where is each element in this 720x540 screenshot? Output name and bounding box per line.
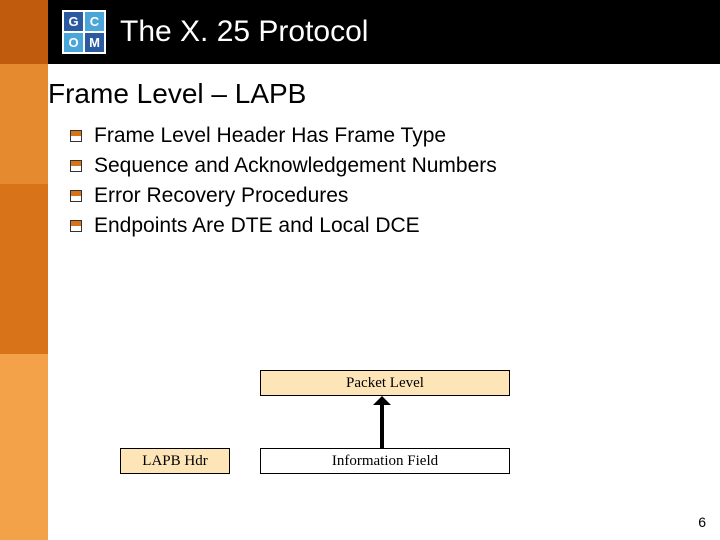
logo-cell: M bbox=[85, 33, 104, 52]
bullet-text: Error Recovery Procedures bbox=[94, 184, 348, 208]
rail-segment bbox=[0, 64, 48, 184]
arrow-up bbox=[373, 396, 391, 448]
logo: GCOM bbox=[62, 10, 106, 54]
bullet-marker-icon bbox=[70, 220, 82, 232]
logo-cell: G bbox=[64, 12, 83, 31]
bullet-text: Frame Level Header Has Frame Type bbox=[94, 124, 446, 148]
bullet-list: Frame Level Header Has Frame Type Sequenc… bbox=[70, 124, 497, 244]
logo-cell: C bbox=[85, 12, 104, 31]
diagram: Packet Level LAPB Hdr Information Field bbox=[100, 370, 620, 490]
bullet-marker-icon bbox=[70, 160, 82, 172]
left-rail bbox=[0, 0, 48, 540]
bullet-item: Endpoints Are DTE and Local DCE bbox=[70, 214, 497, 238]
box-packet-level: Packet Level bbox=[260, 370, 510, 396]
bullet-marker-icon bbox=[70, 130, 82, 142]
slide-title: The X. 25 Protocol bbox=[120, 15, 368, 49]
box-information-field: Information Field bbox=[260, 448, 510, 474]
slide-subtitle: Frame Level – LAPB bbox=[48, 78, 306, 110]
title-bar: GCOM The X. 25 Protocol bbox=[48, 0, 720, 64]
bullet-text: Endpoints Are DTE and Local DCE bbox=[94, 214, 420, 238]
bullet-text: Sequence and Acknowledgement Numbers bbox=[94, 154, 497, 178]
rail-segment bbox=[0, 184, 48, 354]
rail-segment bbox=[0, 0, 48, 64]
bullet-item: Frame Level Header Has Frame Type bbox=[70, 124, 497, 148]
rail-segment bbox=[0, 354, 48, 540]
page-number: 6 bbox=[698, 514, 706, 530]
bullet-marker-icon bbox=[70, 190, 82, 202]
bullet-item: Sequence and Acknowledgement Numbers bbox=[70, 154, 497, 178]
bullet-item: Error Recovery Procedures bbox=[70, 184, 497, 208]
logo-cell: O bbox=[64, 33, 83, 52]
box-lapb-hdr: LAPB Hdr bbox=[120, 448, 230, 474]
